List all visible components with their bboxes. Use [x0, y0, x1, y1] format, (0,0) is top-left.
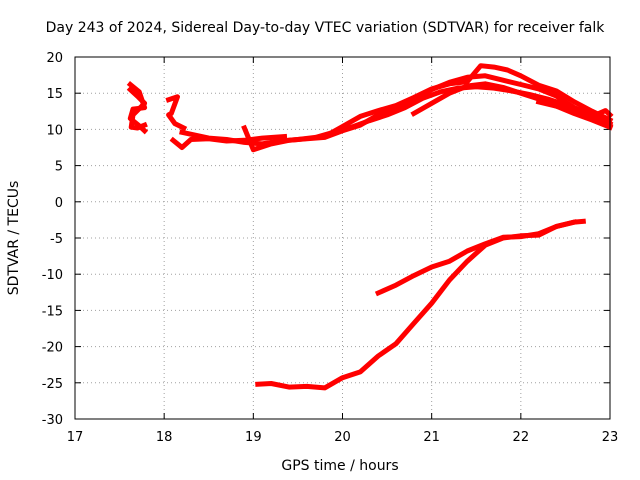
- ticks: 17 18 19 20 21 22 23 -30 -25 -20 -15 -10 -5 0 5 10 15 20: [42, 51, 619, 445]
- x-tick-label: 23: [602, 430, 619, 445]
- y-tick-label: 20: [46, 51, 63, 66]
- y-tick-label: -15: [42, 304, 63, 319]
- x-tick-label: 20: [334, 430, 351, 445]
- x-axis-label: GPS time / hours: [281, 458, 398, 474]
- series-layer: [126, 63, 614, 391]
- series-track-c: [165, 94, 188, 132]
- y-tick-label: 0: [55, 196, 63, 211]
- y-tick-label: 5: [55, 160, 63, 175]
- x-tick-label: 19: [245, 430, 262, 445]
- y-tick-label: -30: [42, 413, 63, 428]
- x-tick-label: 21: [423, 430, 440, 445]
- y-tick-label: -25: [42, 377, 63, 392]
- series-lower-2: [255, 219, 578, 391]
- series-track-h: [410, 81, 614, 119]
- series-track-g: [321, 63, 614, 141]
- series-track-b: [126, 86, 148, 131]
- series-track-i: [535, 98, 614, 131]
- chart-title: Day 243 of 2024, Sidereal Day-to-day VTE…: [46, 20, 606, 36]
- y-tick-label: -5: [50, 232, 63, 247]
- series-track-f: [241, 73, 614, 153]
- plot-frame: [74, 56, 611, 420]
- y-axis-label: SDTVAR / TECUs: [6, 181, 22, 296]
- series-track-e: [179, 84, 614, 147]
- y-tick-label: 10: [46, 123, 63, 138]
- series-lower-1: [374, 218, 587, 297]
- y-tick-label: 15: [46, 87, 63, 102]
- x-tick-label: 18: [156, 430, 173, 445]
- x-tick-label: 17: [67, 430, 84, 445]
- x-tick-label: 22: [513, 430, 530, 445]
- y-tick-label: -20: [42, 341, 63, 356]
- grid: [75, 57, 610, 419]
- y-tick-label: -10: [42, 268, 63, 283]
